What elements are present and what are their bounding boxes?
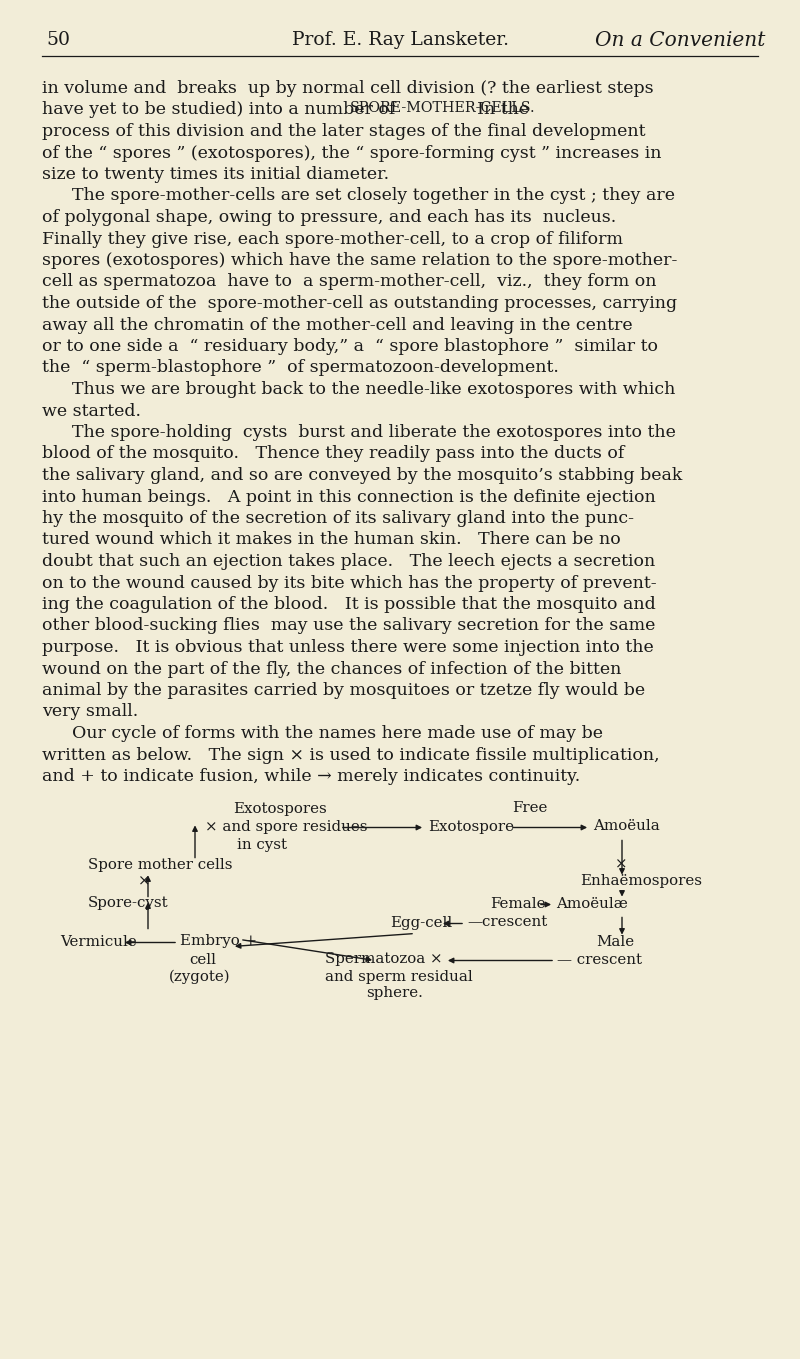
Text: (zygote): (zygote) bbox=[170, 969, 230, 984]
Text: the salivary gland, and so are conveyed by the mosquito’s stabbing beak: the salivary gland, and so are conveyed … bbox=[42, 467, 682, 484]
Text: of polygonal shape, owing to pressure, and each has its  nucleus.: of polygonal shape, owing to pressure, a… bbox=[42, 209, 616, 226]
Text: Egg-cell: Egg-cell bbox=[390, 916, 452, 930]
Text: or to one side a  “ residuary body,” a  “ spore blastophore ”  similar to: or to one side a “ residuary body,” a “ … bbox=[42, 338, 658, 355]
Text: hy the mosquito of the secretion of its salivary gland into the punc-: hy the mosquito of the secretion of its … bbox=[42, 510, 634, 527]
Text: in volume and  breaks  up by normal cell division (? the earliest steps: in volume and breaks up by normal cell d… bbox=[42, 80, 654, 96]
Text: —crescent: —crescent bbox=[467, 916, 547, 930]
Text: size to twenty times its initial diameter.: size to twenty times its initial diamete… bbox=[42, 166, 389, 183]
Text: and sperm residual: and sperm residual bbox=[325, 969, 473, 984]
Text: Our cycle of forms with the names here made use of may be: Our cycle of forms with the names here m… bbox=[72, 724, 603, 742]
Text: spores (exotospores) which have the same relation to the spore-mother-: spores (exotospores) which have the same… bbox=[42, 251, 678, 269]
Text: Female: Female bbox=[490, 897, 546, 911]
Text: purpose.   It is obvious that unless there were some injection into the: purpose. It is obvious that unless there… bbox=[42, 639, 654, 656]
Text: Embryo +: Embryo + bbox=[180, 935, 257, 949]
Text: SPORE-MOTHER-CELLS.: SPORE-MOTHER-CELLS. bbox=[350, 102, 535, 116]
Text: ×: × bbox=[615, 858, 628, 871]
Text: 50: 50 bbox=[46, 31, 70, 49]
Text: on to the wound caused by its bite which has the property of prevent-: on to the wound caused by its bite which… bbox=[42, 575, 657, 591]
Text: Spermatozoa ×: Spermatozoa × bbox=[325, 953, 442, 966]
Text: into human beings.   A point in this connection is the definite ejection: into human beings. A point in this conne… bbox=[42, 488, 656, 506]
Text: tured wound which it makes in the human skin.   There can be no: tured wound which it makes in the human … bbox=[42, 531, 621, 549]
Text: the outside of the  spore-mother-cell as outstanding processes, carrying: the outside of the spore-mother-cell as … bbox=[42, 295, 677, 313]
Text: Exotospores: Exotospores bbox=[233, 802, 327, 815]
Text: have yet to be studied) into a number of: have yet to be studied) into a number of bbox=[42, 102, 401, 118]
Text: Vermicule: Vermicule bbox=[60, 935, 137, 949]
Text: cell as spermatozoa  have to  a sperm-mother-cell,  viz.,  they form on: cell as spermatozoa have to a sperm-moth… bbox=[42, 273, 657, 291]
Text: written as below.   The sign × is used to indicate fissile multiplication,: written as below. The sign × is used to … bbox=[42, 746, 660, 764]
Text: other blood-sucking flies  may use the salivary secretion for the same: other blood-sucking flies may use the sa… bbox=[42, 617, 655, 635]
Text: very small.: very small. bbox=[42, 704, 138, 720]
Text: ing the coagulation of the blood.   It is possible that the mosquito and: ing the coagulation of the blood. It is … bbox=[42, 597, 656, 613]
Text: process of this division and the later stages of the final development: process of this division and the later s… bbox=[42, 124, 646, 140]
Text: Amoëulæ: Amoëulæ bbox=[556, 897, 628, 911]
Text: Thus we are brought back to the needle-like exotospores with which: Thus we are brought back to the needle-l… bbox=[72, 381, 675, 398]
Text: Free: Free bbox=[512, 802, 548, 815]
Text: doubt that such an ejection takes place.   The leech ejects a secretion: doubt that such an ejection takes place.… bbox=[42, 553, 655, 569]
Text: of the “ spores ” (exotospores), the “ spore-forming cyst ” increases in: of the “ spores ” (exotospores), the “ s… bbox=[42, 144, 662, 162]
Text: In the: In the bbox=[466, 102, 530, 118]
Text: blood of the mosquito.   Thence they readily pass into the ducts of: blood of the mosquito. Thence they readi… bbox=[42, 446, 624, 462]
Text: × and spore residues: × and spore residues bbox=[205, 819, 367, 833]
Text: Prof. E. Ray Lansketer.: Prof. E. Ray Lansketer. bbox=[291, 31, 509, 49]
Text: Amoëula: Amoëula bbox=[593, 819, 660, 833]
Text: away all the chromatin of the mother-cell and leaving in the centre: away all the chromatin of the mother-cel… bbox=[42, 317, 633, 333]
Text: Finally they give rise, each spore-mother-cell, to a crop of filiform: Finally they give rise, each spore-mothe… bbox=[42, 231, 623, 247]
Text: Exotospore: Exotospore bbox=[428, 819, 514, 833]
Text: the  “ sperm-blastophore ”  of spermatozoon-development.: the “ sperm-blastophore ” of spermatozoo… bbox=[42, 360, 559, 376]
Text: Spore-cyst: Spore-cyst bbox=[88, 897, 169, 911]
Text: The spore-holding  cysts  burst and liberate the exotospores into the: The spore-holding cysts burst and libera… bbox=[72, 424, 676, 442]
Text: sphere.: sphere. bbox=[366, 987, 423, 1000]
Text: — crescent: — crescent bbox=[557, 953, 642, 966]
Text: Male: Male bbox=[596, 935, 634, 949]
Text: ×: × bbox=[138, 874, 150, 889]
Text: Spore mother cells: Spore mother cells bbox=[88, 858, 233, 871]
Text: we started.: we started. bbox=[42, 402, 141, 420]
Text: wound on the part of the fly, the chances of infection of the bitten: wound on the part of the fly, the chance… bbox=[42, 660, 622, 678]
Text: cell: cell bbox=[190, 953, 217, 966]
Text: Enhaëmospores: Enhaëmospores bbox=[580, 874, 702, 889]
Text: On a Convenient: On a Convenient bbox=[595, 30, 765, 49]
Text: The spore-mother-cells are set closely together in the cyst ; they are: The spore-mother-cells are set closely t… bbox=[72, 188, 675, 204]
Text: and + to indicate fusion, while → merely indicates continuity.: and + to indicate fusion, while → merely… bbox=[42, 768, 580, 786]
Text: animal by the parasites carried by mosquitoes or tzetze fly would be: animal by the parasites carried by mosqu… bbox=[42, 682, 645, 699]
Text: in cyst: in cyst bbox=[237, 837, 287, 852]
